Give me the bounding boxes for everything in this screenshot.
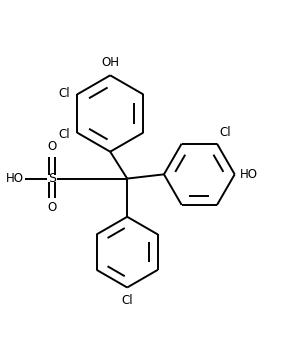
Text: Cl: Cl xyxy=(121,294,133,307)
Text: Cl: Cl xyxy=(59,127,70,140)
Text: S: S xyxy=(48,172,56,185)
Text: HO: HO xyxy=(240,168,258,181)
Text: Cl: Cl xyxy=(220,126,231,139)
Text: Cl: Cl xyxy=(59,86,70,99)
Text: O: O xyxy=(48,140,57,153)
Text: O: O xyxy=(48,201,57,213)
Text: HO: HO xyxy=(6,172,24,185)
Text: OH: OH xyxy=(101,56,119,69)
